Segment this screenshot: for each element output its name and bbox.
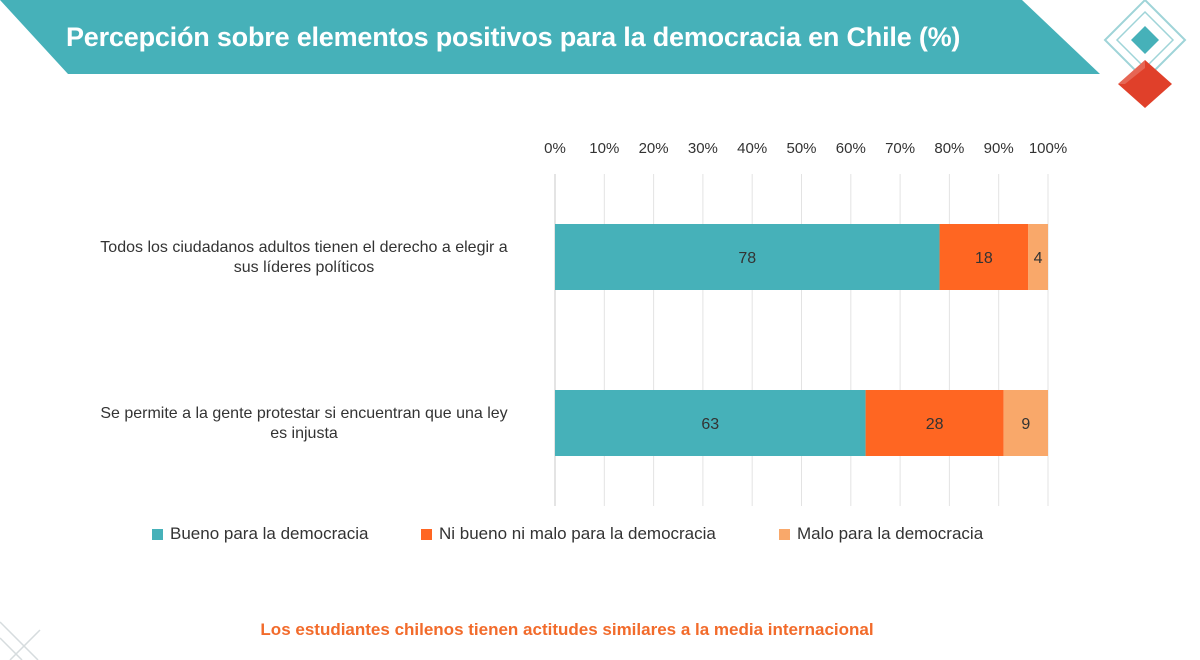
x-tick-label: 30% (688, 140, 718, 157)
bar-segment-0-2 (1028, 224, 1048, 290)
x-tick-label: 40% (737, 140, 767, 157)
x-tick-label: 0% (544, 140, 566, 157)
category-labels: Todos los ciudadanos adultos tienen el d… (100, 239, 507, 442)
gridlines (554, 174, 1049, 506)
legend: Bueno para la democracia Ni bueno ni mal… (0, 524, 1200, 548)
legend-label-bueno: Bueno para la democracia (170, 524, 369, 543)
logo-diamonds (1103, 0, 1187, 108)
bar-segment-1-0 (555, 390, 866, 456)
x-tick-label: 100% (1029, 140, 1067, 157)
title-banner (0, 0, 1100, 74)
slide-title: Percepción sobre elementos positivos par… (66, 22, 961, 52)
x-tick-label: 80% (934, 140, 964, 157)
legend-item-neutral: Ni bueno ni malo para la democracia (421, 524, 716, 544)
data-label-1-1: 28 (926, 416, 944, 433)
data-label-1-0: 63 (701, 416, 719, 433)
x-axis-ticks: 0% 10% 20% 30% 40% 50% 60% 70% 80% 90% 100% (544, 140, 1067, 157)
corner-decoration (0, 621, 41, 660)
bar-segment-1-2 (1003, 390, 1048, 456)
x-tick-label: 70% (885, 140, 915, 157)
legend-label-neutral: Ni bueno ni malo para la democracia (439, 524, 716, 543)
data-label-0-1: 18 (975, 250, 993, 267)
footnote: Los estudiantes chilenos tienen actitude… (260, 620, 874, 639)
x-tick-label: 10% (589, 140, 619, 157)
legend-item-malo: Malo para la democracia (779, 524, 983, 544)
x-tick-label: 90% (984, 140, 1014, 157)
category-label-0: Todos los ciudadanos adultos tienen el d… (100, 239, 507, 276)
x-tick-label: 50% (786, 140, 816, 157)
bar-segment-0-0 (555, 224, 940, 290)
legend-swatch-bueno (152, 528, 163, 540)
data-label-1-2: 9 (1021, 416, 1030, 433)
data-label-0-0: 78 (738, 250, 756, 267)
data-label-0-2: 4 (1034, 250, 1043, 267)
legend-label-malo: Malo para la democracia (797, 524, 984, 543)
bars: 78 18 4 63 28 9 (555, 224, 1048, 456)
legend-swatch-neutral (421, 528, 432, 540)
bar-segment-1-1 (865, 390, 1004, 456)
x-tick-label: 20% (639, 140, 669, 157)
x-tick-label: 60% (836, 140, 866, 157)
bar-segment-0-1 (939, 224, 1029, 290)
legend-item-bueno: Bueno para la democracia (152, 524, 368, 544)
category-label-1: Se permite a la gente protestar si encue… (100, 405, 507, 442)
stacked-bar-chart: 0% 10% 20% 30% 40% 50% 60% 70% 80% 90% 100% 78 18 4 6… (100, 140, 1067, 506)
legend-swatch-malo (779, 528, 790, 540)
